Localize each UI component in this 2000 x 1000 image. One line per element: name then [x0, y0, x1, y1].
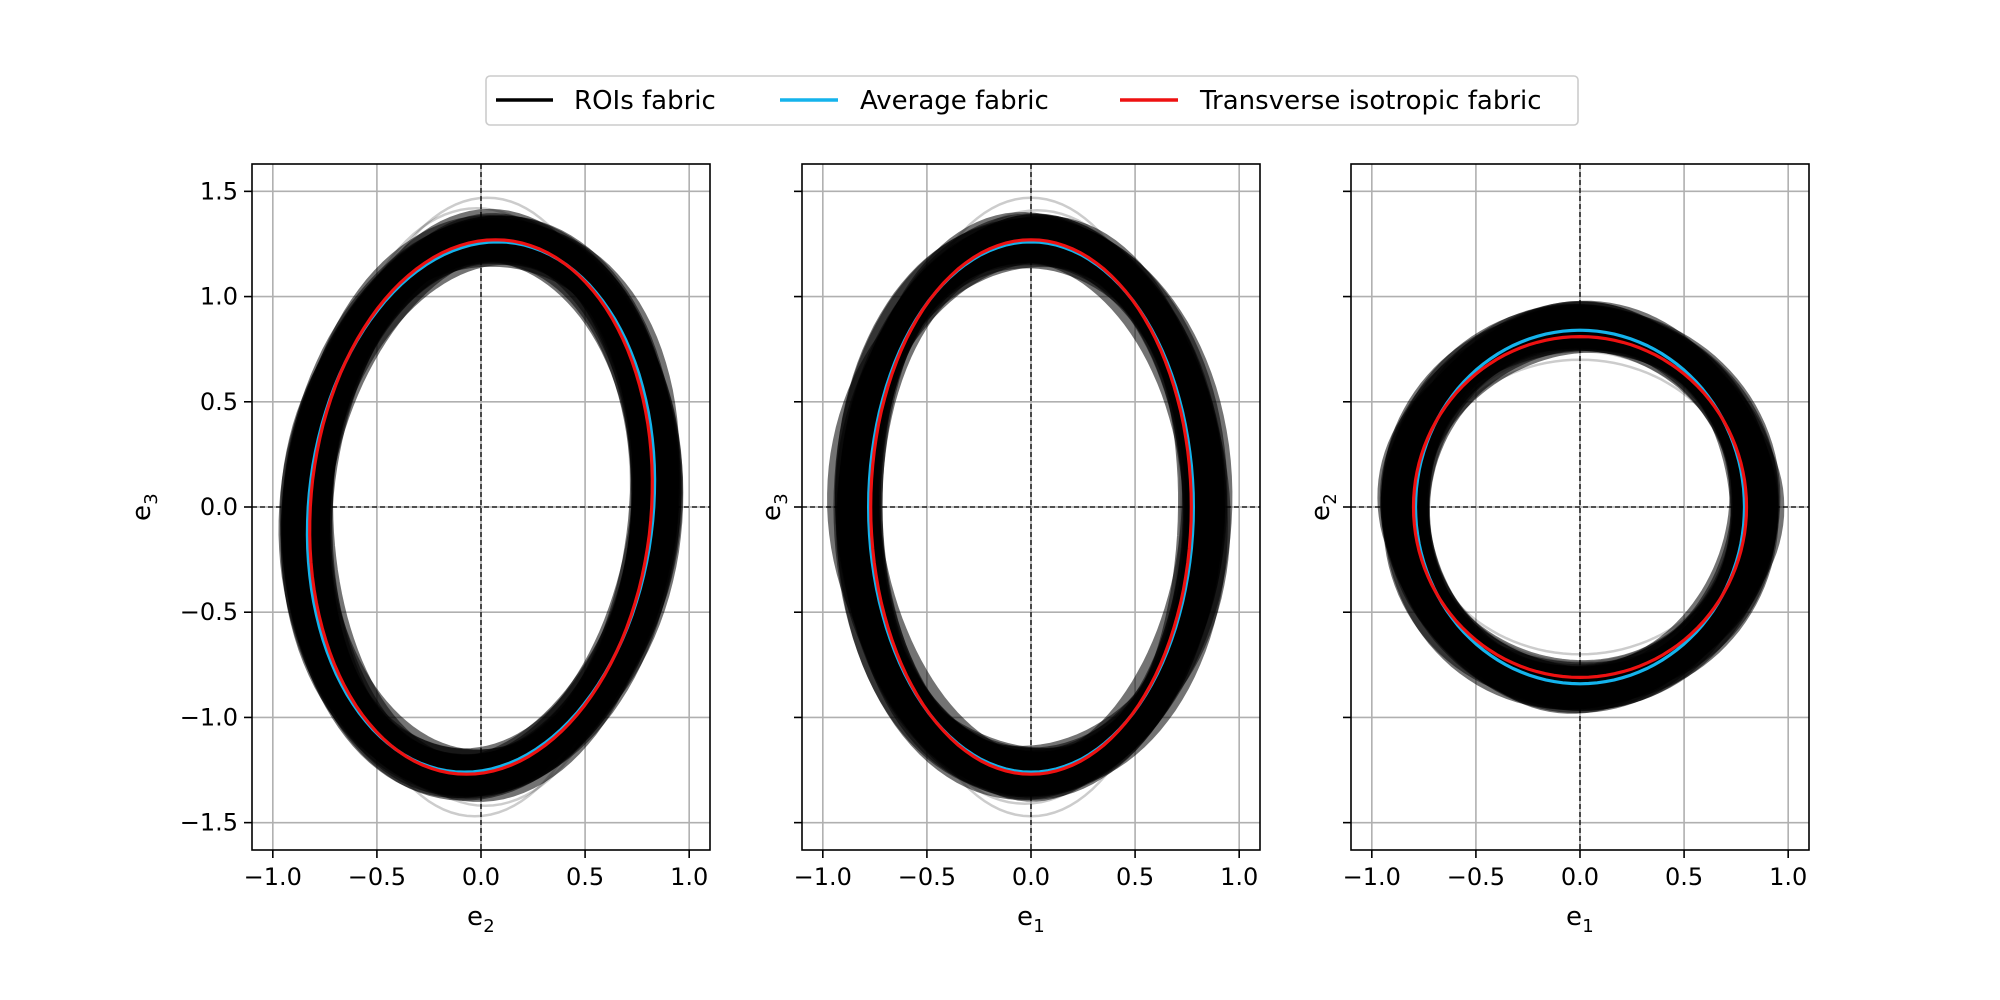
legend-label-average: Average fabric [860, 86, 1049, 116]
x-tick-label: 1.0 [1220, 863, 1258, 891]
y-tick-label: 1.0 [200, 283, 238, 311]
x-tick-label: −0.5 [898, 863, 956, 891]
legend-label-transverse: Transverse isotropic fabric [1199, 86, 1542, 116]
x-axis-label: e [1017, 902, 1033, 932]
x-tick-label: 0.5 [1116, 863, 1154, 891]
y-axis-label-subscript: 3 [141, 493, 162, 504]
y-tick-label: 0.0 [200, 493, 238, 521]
x-axis-label-subscript: 2 [483, 916, 494, 937]
y-axis-label-subscript: 2 [1320, 493, 1341, 504]
y-axis-label: e [757, 505, 787, 521]
x-tick-label: −1.0 [244, 863, 302, 891]
y-axis-label: e [127, 505, 157, 521]
legend-label-rois: ROIs fabric [574, 86, 716, 116]
x-tick-label: 0.0 [1561, 863, 1599, 891]
y-axis-label-subscript: 3 [771, 493, 792, 504]
y-tick-label: −0.5 [180, 598, 238, 626]
x-tick-label: −1.0 [1343, 863, 1401, 891]
x-tick-label: 0.5 [1665, 863, 1703, 891]
y-axis-label: e [1306, 505, 1336, 521]
x-tick-label: −1.0 [794, 863, 852, 891]
y-tick-label: −1.0 [180, 703, 238, 731]
x-tick-label: 0.5 [566, 863, 604, 891]
x-tick-label: 1.0 [670, 863, 708, 891]
x-axis-label: e [1566, 902, 1582, 932]
y-tick-label: 1.5 [200, 177, 238, 205]
x-tick-label: 0.0 [1012, 863, 1050, 891]
x-tick-label: −0.5 [1447, 863, 1505, 891]
legend: ROIs fabric Average fabric Transverse is… [486, 76, 1578, 125]
x-axis-label: e [467, 902, 483, 932]
y-tick-label: 0.5 [200, 388, 238, 416]
y-tick-label: −1.5 [180, 809, 238, 837]
x-axis-label-subscript: 1 [1582, 916, 1593, 937]
x-tick-label: 0.0 [462, 863, 500, 891]
x-tick-label: 1.0 [1769, 863, 1807, 891]
x-axis-label-subscript: 1 [1033, 916, 1044, 937]
x-tick-label: −0.5 [348, 863, 406, 891]
